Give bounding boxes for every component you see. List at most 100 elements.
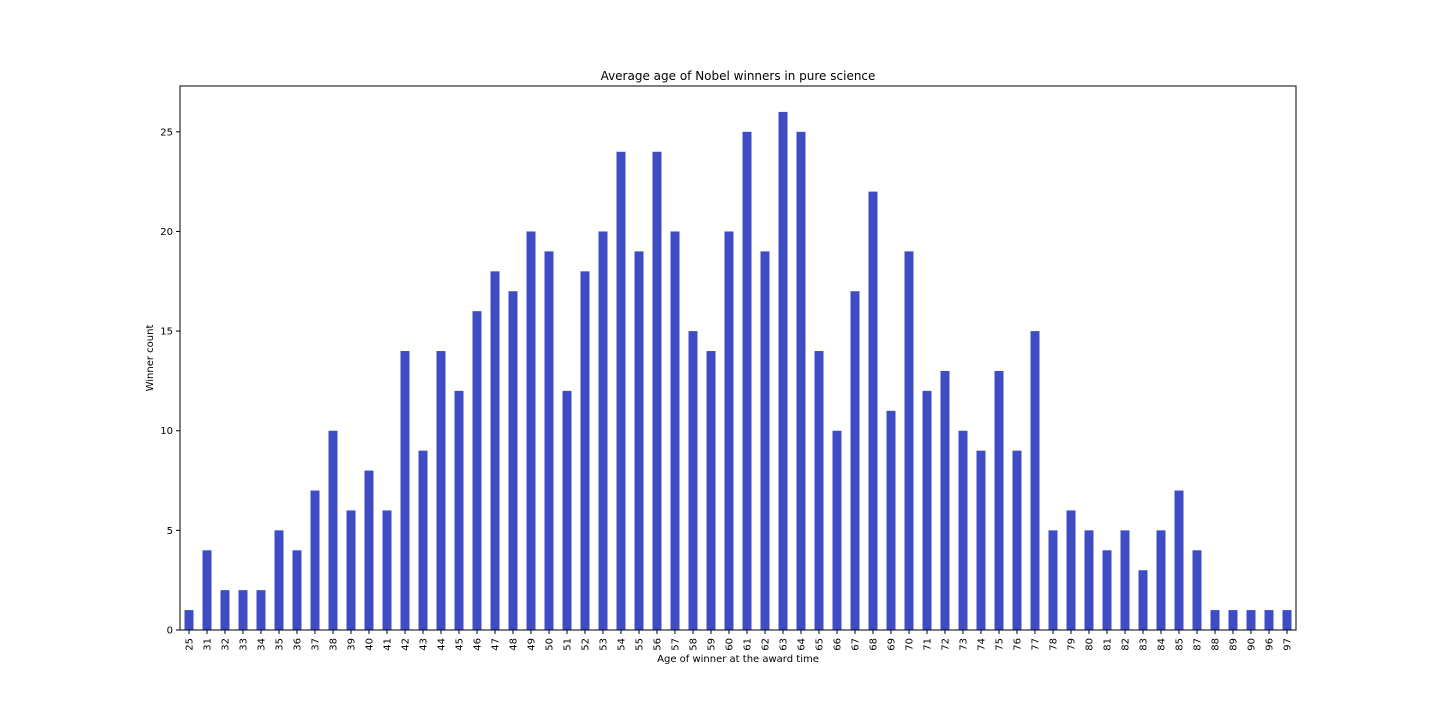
bar-age-84 [1156, 530, 1166, 630]
bar-age-59 [706, 351, 716, 630]
bar-age-53 [598, 231, 608, 630]
x-tick-label: 56 [653, 638, 664, 651]
bar-age-65 [814, 351, 824, 630]
y-tick-label: 20 [160, 227, 173, 238]
y-tick-label: 15 [160, 327, 173, 338]
bar-age-39 [346, 510, 356, 630]
bar-age-67 [850, 291, 860, 630]
chart-title: Average age of Nobel winners in pure sci… [601, 69, 876, 83]
x-tick-label: 97 [1283, 638, 1294, 651]
bar-age-71 [922, 390, 932, 630]
bar-age-89 [1228, 610, 1238, 630]
bar-age-34 [256, 590, 266, 630]
x-tick-label: 69 [887, 638, 898, 651]
x-tick-label: 25 [185, 638, 196, 651]
bar-age-31 [202, 550, 212, 630]
bar-age-57 [670, 231, 680, 630]
x-tick-label: 73 [959, 638, 970, 651]
x-tick-label: 53 [599, 638, 610, 651]
bar-age-52 [580, 271, 590, 630]
bar-age-66 [832, 430, 842, 630]
x-tick-label: 45 [455, 638, 466, 651]
bar-age-62 [760, 251, 770, 630]
bar-age-58 [688, 331, 698, 630]
bar-age-74 [976, 450, 986, 630]
bar-age-36 [292, 550, 302, 630]
x-tick-label: 62 [761, 638, 772, 651]
bar-age-73 [958, 430, 968, 630]
bar-age-32 [220, 590, 230, 630]
bar-age-76 [1012, 450, 1022, 630]
x-tick-label: 72 [941, 638, 952, 651]
bar-age-70 [904, 251, 914, 630]
bar-age-97 [1282, 610, 1292, 630]
x-tick-label: 46 [473, 638, 484, 651]
bar-age-47 [490, 271, 500, 630]
y-axis: 0 5 10 15 20 25 [160, 127, 180, 637]
x-tick-label: 59 [707, 638, 718, 651]
bar-age-68 [868, 191, 878, 630]
bar-age-64 [796, 131, 806, 631]
bar-age-80 [1084, 530, 1094, 630]
y-tick-label: 0 [167, 626, 173, 637]
bar-age-75 [994, 370, 1004, 630]
bar-age-82 [1120, 530, 1130, 630]
bar-age-56 [652, 151, 662, 630]
bar-age-40 [364, 470, 374, 630]
bar-age-61 [742, 131, 752, 631]
x-tick-label: 33 [239, 638, 250, 651]
x-tick-label: 51 [563, 638, 574, 651]
bar-age-88 [1210, 610, 1220, 630]
y-tick-label: 25 [160, 127, 173, 138]
x-tick-label: 44 [437, 638, 448, 651]
x-tick-label: 64 [797, 638, 808, 651]
x-tick-label: 37 [311, 638, 322, 651]
x-tick-label: 81 [1103, 638, 1114, 651]
bars-group [184, 111, 1292, 631]
bar-age-90 [1246, 610, 1256, 630]
x-tick-label: 31 [203, 638, 214, 651]
bar-age-43 [418, 450, 428, 630]
bar-age-54 [616, 151, 626, 630]
bar-age-60 [724, 231, 734, 630]
y-tick-label: 5 [167, 526, 173, 537]
x-tick-label: 40 [365, 638, 376, 651]
bar-age-85 [1174, 490, 1184, 630]
bar-age-78 [1048, 530, 1058, 630]
x-tick-label: 76 [1013, 638, 1024, 651]
y-axis-title: Winner count [145, 325, 156, 392]
x-tick-label: 61 [743, 638, 754, 651]
x-tick-label: 43 [419, 638, 430, 651]
x-tick-label: 84 [1157, 638, 1168, 651]
bar-age-42 [400, 351, 410, 630]
bar-age-48 [508, 291, 518, 630]
x-tick-label: 88 [1211, 638, 1222, 651]
x-axis: 25 31 32 33 34 35 36 37 38 39 40 41 42 43 44 45 46 47 48 49… [185, 630, 1294, 651]
x-tick-label: 90 [1247, 638, 1258, 651]
x-tick-label: 85 [1175, 638, 1186, 651]
x-tick-label: 47 [491, 638, 502, 651]
x-tick-label: 67 [851, 638, 862, 651]
x-tick-label: 58 [689, 638, 700, 651]
x-tick-label: 87 [1193, 638, 1204, 651]
x-tick-label: 77 [1031, 638, 1042, 651]
x-tick-label: 89 [1229, 638, 1240, 651]
x-tick-label: 54 [617, 638, 628, 651]
x-tick-label: 78 [1049, 638, 1060, 651]
bar-age-77 [1030, 331, 1040, 630]
x-tick-label: 60 [725, 638, 736, 651]
x-tick-label: 48 [509, 638, 520, 651]
x-tick-label: 36 [293, 638, 304, 651]
x-axis-title: Age of winner at the award time [657, 654, 819, 665]
x-tick-label: 83 [1139, 638, 1150, 651]
bar-age-25 [184, 610, 194, 630]
bar-age-83 [1138, 570, 1148, 630]
x-tick-label: 39 [347, 638, 358, 651]
x-tick-label: 42 [401, 638, 412, 651]
x-tick-label: 65 [815, 638, 826, 651]
bar-age-96 [1264, 610, 1274, 630]
x-tick-label: 57 [671, 638, 682, 651]
x-tick-label: 75 [995, 638, 1006, 651]
bar-age-55 [634, 251, 644, 630]
